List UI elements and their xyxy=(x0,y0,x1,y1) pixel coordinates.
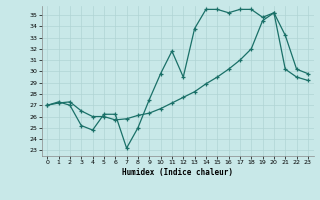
X-axis label: Humidex (Indice chaleur): Humidex (Indice chaleur) xyxy=(122,168,233,177)
